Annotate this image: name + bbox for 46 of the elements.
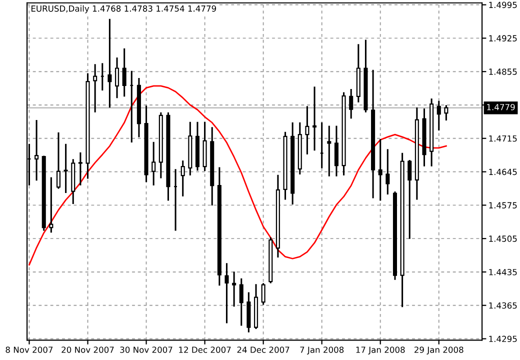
line-series — [28, 85, 447, 266]
candlestick — [436, 100, 441, 131]
x-tick-label: 8 Nov 2007 — [6, 346, 53, 353]
chart-title: EURUSD,Daily 1.4768 1.4783 1.4754 1.4779 — [32, 5, 216, 14]
candlestick — [49, 177, 54, 233]
y-tick-label: 1.4925 — [489, 35, 517, 42]
y-tick-label: 1.4435 — [489, 268, 517, 276]
x-tick-label: 30 Nov 2007 — [120, 346, 172, 353]
candlestick — [444, 105, 448, 121]
candlestick — [378, 139, 382, 201]
candlestick — [312, 86, 317, 151]
candlestick — [56, 132, 61, 189]
y-tick-label: 1.4995 — [489, 2, 517, 8]
y-tick-label: 1.4855 — [489, 68, 517, 75]
candlestick — [239, 278, 244, 326]
ref-line-label: 1.4779 — [487, 104, 515, 110]
candlestick — [180, 160, 185, 196]
x-tick-label: 29 Jan 2008 — [414, 346, 464, 354]
y-tick-label: 1.4645 — [489, 168, 517, 176]
candlestick — [305, 106, 310, 154]
candlestick — [408, 160, 412, 239]
candlestick — [224, 263, 229, 324]
candlestick — [334, 126, 338, 176]
candlestick — [115, 57, 120, 98]
candlestick — [122, 48, 126, 97]
x-tick-label: 17 Jan 2008 — [356, 346, 405, 354]
candlestick — [78, 152, 82, 186]
x-tick-label: 7 Jan 2008 — [300, 346, 344, 354]
candlestick — [261, 283, 266, 305]
candlestick — [34, 120, 39, 181]
y-tick-label: 1.4295 — [489, 336, 517, 342]
candlestick — [386, 149, 390, 194]
candlestick — [349, 88, 354, 119]
y-tick-label: 1.4575 — [489, 202, 517, 208]
x-tick-label: 12 Dec 2007 — [179, 346, 231, 353]
x-tick-label: 24 Dec 2007 — [237, 346, 290, 353]
candlestick — [64, 144, 68, 194]
x-tick-label: 20 Nov 2007 — [62, 346, 114, 353]
candlestick — [327, 126, 332, 176]
y-tick-label: 1.4715 — [489, 135, 517, 142]
candlestick — [93, 64, 98, 112]
candlestick — [108, 18, 112, 108]
candlestick — [232, 272, 236, 307]
y-tick-label: 1.4365 — [489, 302, 517, 309]
y-tick-label: 1.4505 — [489, 236, 517, 242]
candlestick — [152, 142, 156, 186]
